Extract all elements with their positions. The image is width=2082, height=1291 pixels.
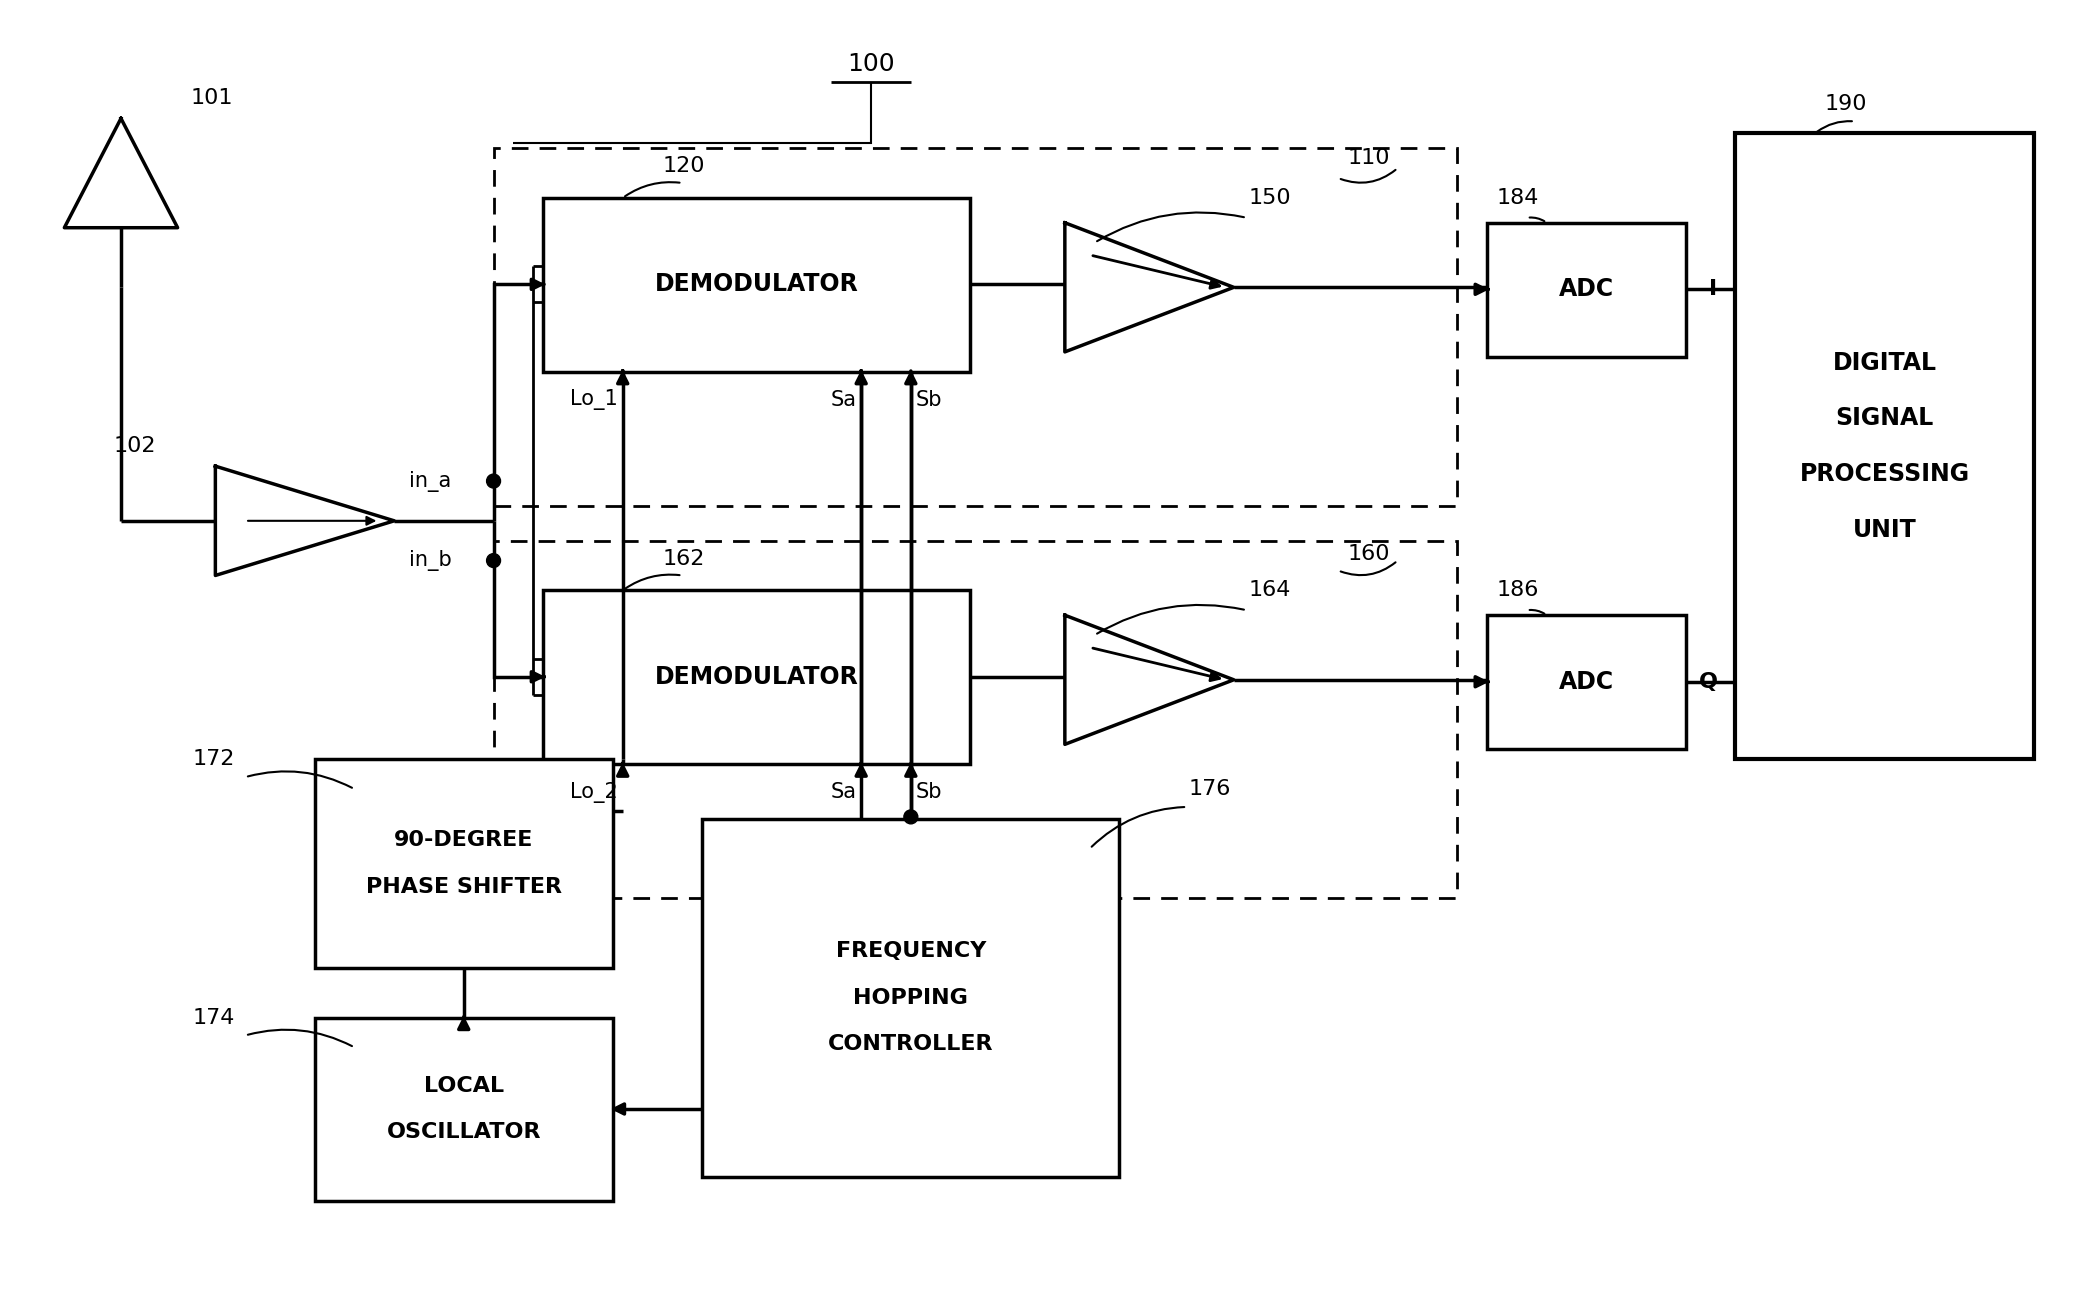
Text: Q: Q — [1699, 671, 1718, 692]
Text: Lo_1: Lo_1 — [570, 389, 618, 411]
Bar — [314, 759, 612, 968]
Bar — [1487, 616, 1686, 749]
Text: ADC: ADC — [1559, 278, 1614, 301]
Text: 100: 100 — [847, 52, 895, 76]
Text: 101: 101 — [192, 89, 233, 108]
Bar — [543, 590, 970, 764]
Bar — [1487, 223, 1686, 356]
Bar — [543, 198, 970, 372]
Bar — [493, 148, 1457, 506]
Text: Lo_2: Lo_2 — [570, 781, 618, 803]
Text: 110: 110 — [1347, 148, 1391, 168]
Text: 186: 186 — [1497, 581, 1539, 600]
Bar — [702, 818, 1120, 1176]
Text: Sa: Sa — [831, 782, 856, 802]
Text: Sa: Sa — [831, 390, 856, 409]
Text: 90-DEGREE

PHASE SHIFTER: 90-DEGREE PHASE SHIFTER — [366, 830, 562, 897]
Circle shape — [904, 809, 918, 824]
Text: Sb: Sb — [916, 782, 943, 802]
Bar — [1736, 133, 2034, 759]
Text: 164: 164 — [1249, 581, 1291, 600]
Text: LOCAL

OSCILLATOR: LOCAL OSCILLATOR — [387, 1075, 541, 1143]
Text: DEMODULATOR: DEMODULATOR — [656, 272, 858, 297]
Text: 184: 184 — [1497, 188, 1539, 208]
Text: 102: 102 — [112, 436, 156, 456]
Text: 160: 160 — [1347, 544, 1391, 564]
Text: 176: 176 — [1189, 778, 1230, 799]
Text: in_b: in_b — [408, 550, 452, 571]
Text: 190: 190 — [1826, 93, 1868, 114]
Bar — [314, 1017, 612, 1202]
Text: Sb: Sb — [916, 390, 943, 409]
Circle shape — [487, 554, 500, 568]
Text: DIGITAL

SIGNAL

PROCESSING

UNIT: DIGITAL SIGNAL PROCESSING UNIT — [1799, 351, 1970, 542]
Bar — [493, 541, 1457, 899]
Text: FREQUENCY

HOPPING

CONTROLLER: FREQUENCY HOPPING CONTROLLER — [829, 941, 993, 1055]
Text: DEMODULATOR: DEMODULATOR — [656, 665, 858, 689]
Text: 162: 162 — [662, 549, 706, 568]
Text: ADC: ADC — [1559, 670, 1614, 693]
Text: 120: 120 — [662, 156, 706, 176]
Text: 150: 150 — [1249, 188, 1291, 208]
Text: 172: 172 — [194, 749, 235, 769]
Text: in_a: in_a — [408, 470, 452, 492]
Text: 174: 174 — [194, 1007, 235, 1028]
Text: I: I — [1709, 279, 1718, 300]
Circle shape — [487, 474, 500, 488]
